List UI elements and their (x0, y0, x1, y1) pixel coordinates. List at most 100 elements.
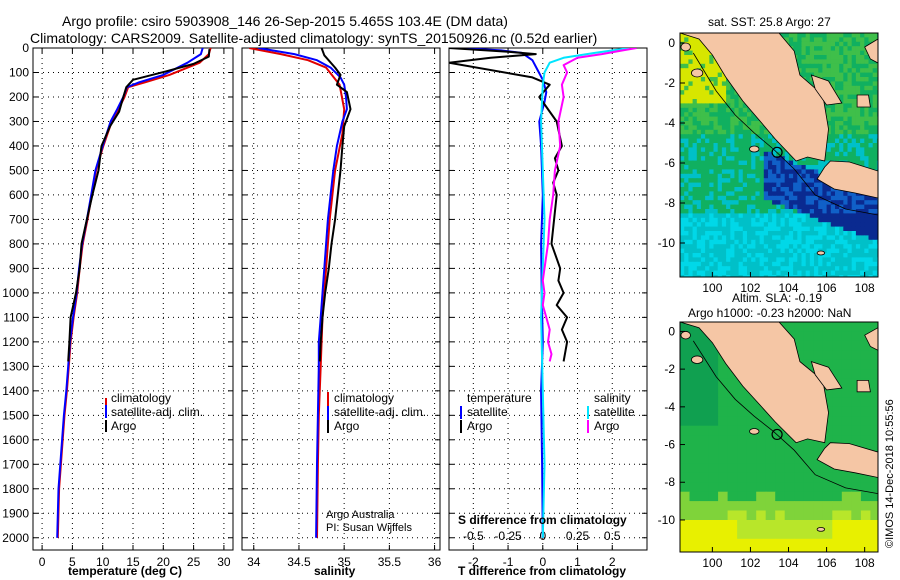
map-cell (727, 378, 738, 389)
map-cell (809, 55, 815, 60)
map-cell (730, 222, 736, 228)
map-cell (797, 182, 803, 188)
map-cell (705, 165, 710, 170)
map-cell (832, 472, 843, 483)
map-cell (793, 195, 798, 201)
map-cell (822, 463, 833, 474)
map-cell (780, 261, 786, 267)
map-cell (814, 50, 819, 56)
map-cell (841, 350, 852, 361)
map-cell (727, 369, 738, 380)
map-cell (763, 244, 769, 250)
map-cell (708, 359, 719, 370)
map-cell (708, 482, 719, 493)
map-cell (768, 173, 773, 179)
map-cell (696, 147, 702, 153)
map-cell (747, 173, 752, 179)
map-cell (797, 187, 803, 192)
map-cell (843, 37, 849, 43)
map-cell (726, 160, 731, 166)
map-cell (730, 248, 736, 254)
map-cell (730, 266, 736, 272)
map-cell (860, 359, 871, 370)
map-cell (864, 77, 870, 82)
map-cell (708, 491, 719, 502)
map-cell (765, 472, 776, 483)
map-cell (680, 59, 685, 65)
map-cell (872, 94, 878, 100)
map-cell (742, 213, 748, 219)
map-cell (751, 222, 756, 228)
map-cell (805, 226, 811, 232)
map-cell (868, 253, 874, 258)
profile-location-marker (771, 428, 783, 441)
map-cell (692, 231, 698, 236)
map-cell (830, 275, 836, 277)
map-cell (822, 416, 833, 427)
map-cell (860, 425, 871, 436)
map-cell (763, 151, 769, 157)
map-cell (772, 187, 777, 192)
map-cell (680, 222, 685, 228)
map-cell (788, 257, 794, 263)
map-cell (847, 72, 853, 78)
map-cell (851, 129, 857, 135)
map-cell (864, 121, 870, 126)
map-cell (822, 55, 828, 60)
map-cell (742, 182, 748, 188)
map-cell (797, 244, 803, 250)
map-cell (876, 72, 878, 78)
map-cell (872, 138, 878, 144)
map-cell (860, 244, 865, 250)
map-cell (788, 261, 794, 267)
map-cell (726, 173, 731, 179)
map-cell (688, 217, 694, 223)
map-cell (826, 63, 832, 69)
map-cell (688, 160, 694, 166)
map-cell (734, 94, 740, 100)
map-cell (713, 121, 719, 126)
map-cell (692, 187, 698, 192)
map-cell (709, 55, 715, 60)
map-cell (860, 239, 865, 245)
map-cell (830, 156, 836, 162)
map-cell (876, 257, 878, 263)
map-cell (696, 235, 702, 241)
map-cell (814, 187, 819, 192)
map-cell (726, 257, 731, 263)
map-cell (835, 226, 840, 232)
map-cell (699, 350, 710, 361)
map-x-tick-label: 104 (779, 556, 799, 570)
map-cell (738, 99, 744, 104)
map-cell (699, 538, 710, 549)
map-cell (721, 85, 727, 91)
map-cell (788, 33, 794, 38)
map-cell (772, 191, 777, 197)
map-cell (855, 226, 861, 232)
map-cell (830, 121, 836, 126)
map-cell (734, 160, 740, 166)
map-cell (794, 520, 805, 530)
map-cell (692, 160, 698, 166)
map-cell (835, 46, 840, 52)
map-cell (780, 182, 786, 188)
x-tick-label: 35 (337, 555, 351, 569)
map-cell (818, 55, 823, 60)
map-cell (855, 239, 861, 245)
map-cell (705, 244, 710, 250)
map-cell (730, 107, 736, 113)
map-cell (684, 156, 689, 162)
map-cell (839, 253, 844, 258)
map-cell (696, 182, 702, 188)
map-cell (839, 239, 844, 245)
map-cell (788, 226, 794, 232)
map-cell (726, 147, 731, 153)
map-cell (843, 121, 849, 126)
map-cell (737, 482, 748, 493)
map-cell (868, 151, 874, 157)
map-cell (726, 85, 731, 91)
map-cell (830, 235, 836, 241)
map-cell (684, 81, 689, 87)
map-cell (847, 235, 853, 241)
map-cell (751, 244, 756, 250)
